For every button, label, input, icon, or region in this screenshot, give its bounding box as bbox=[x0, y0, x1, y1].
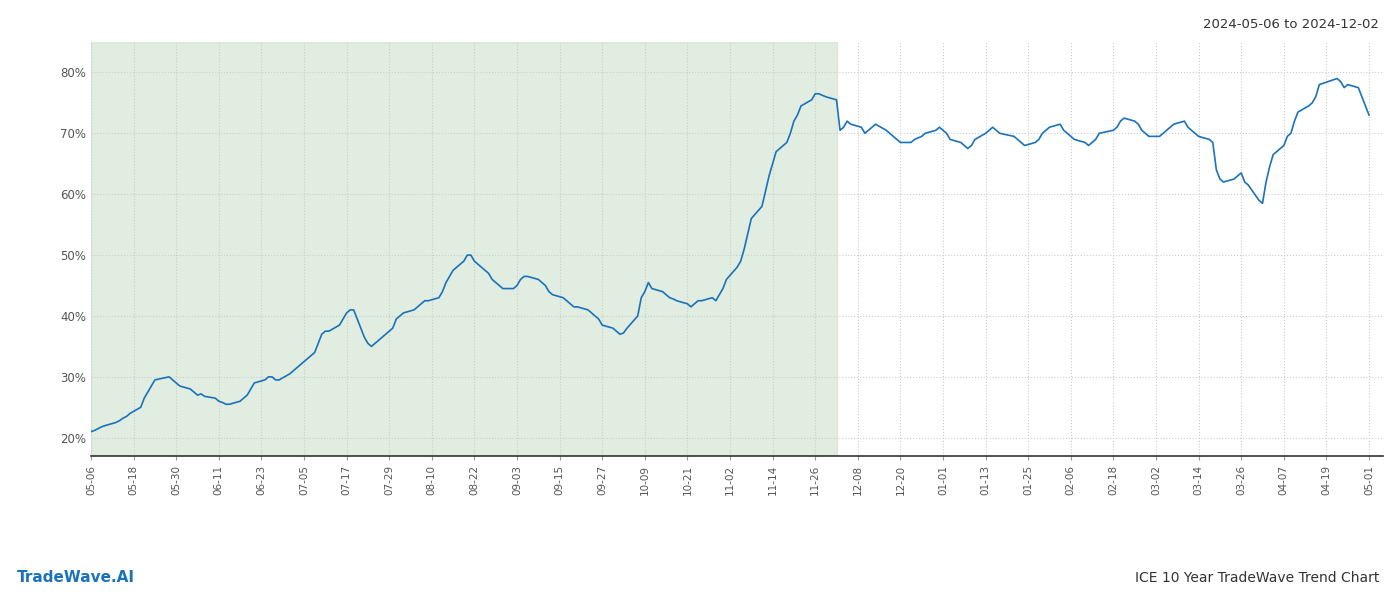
Bar bbox=[91, 42, 837, 456]
Text: ICE 10 Year TradeWave Trend Chart: ICE 10 Year TradeWave Trend Chart bbox=[1134, 571, 1379, 585]
Text: 2024-05-06 to 2024-12-02: 2024-05-06 to 2024-12-02 bbox=[1203, 18, 1379, 31]
Text: TradeWave.AI: TradeWave.AI bbox=[17, 570, 134, 585]
